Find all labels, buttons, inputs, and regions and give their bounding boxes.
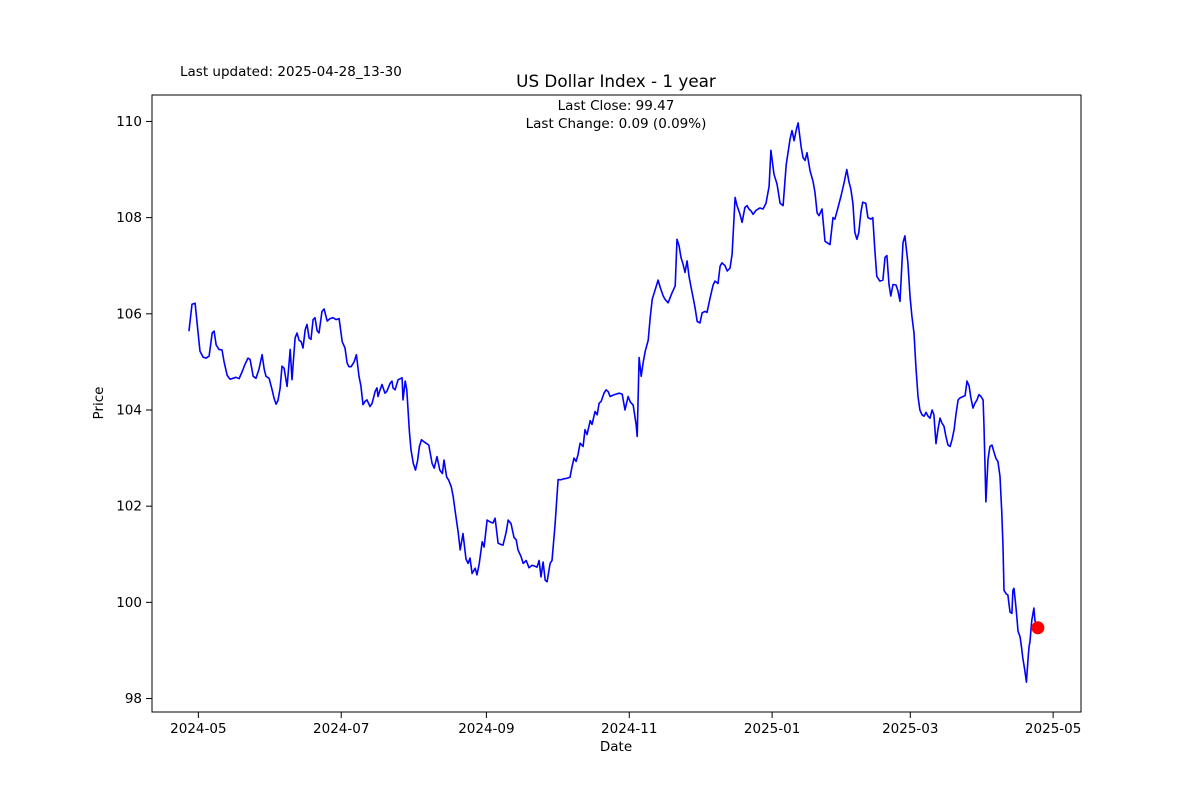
- x-axis-label: Date: [600, 739, 632, 755]
- last-change-annotation: Last Change: 0.09 (0.09%): [526, 116, 707, 132]
- x-axis-ticks: 2024-05 2024-07 2024-09 2024-11 2025-01 2025-…: [170, 712, 1081, 737]
- axes-frame: [151, 94, 1082, 713]
- last-close-annotation: Last Close: 99.47: [558, 98, 675, 114]
- price-line-series: [188, 122, 1039, 684]
- x-tick-label: 2025-05: [1025, 721, 1081, 737]
- x-tick-label: 2024-09: [458, 721, 514, 737]
- x-tick-label: 2025-01: [744, 721, 800, 737]
- y-tick-label: 102: [116, 499, 142, 515]
- y-tick-label: 106: [116, 306, 142, 322]
- chart-title: US Dollar Index - 1 year: [516, 71, 716, 91]
- y-tick-label: 104: [116, 402, 142, 418]
- x-tick-label: 2024-05: [170, 721, 226, 737]
- last-close-marker: [1031, 621, 1045, 635]
- x-tick-label: 2024-11: [601, 721, 657, 737]
- x-tick-label: 2024-07: [313, 721, 369, 737]
- last-updated-annotation: Last updated: 2025-04-28_13-30: [180, 64, 402, 80]
- y-axis-label: Price: [91, 387, 107, 420]
- y-tick-label: 98: [125, 691, 142, 707]
- x-tick-label: 2025-03: [882, 721, 938, 737]
- y-tick-label: 110: [116, 114, 142, 130]
- y-axis-ticks: 98 100 102 104 106 108 110: [116, 114, 152, 707]
- y-tick-label: 108: [116, 210, 142, 226]
- y-tick-label: 100: [116, 595, 142, 611]
